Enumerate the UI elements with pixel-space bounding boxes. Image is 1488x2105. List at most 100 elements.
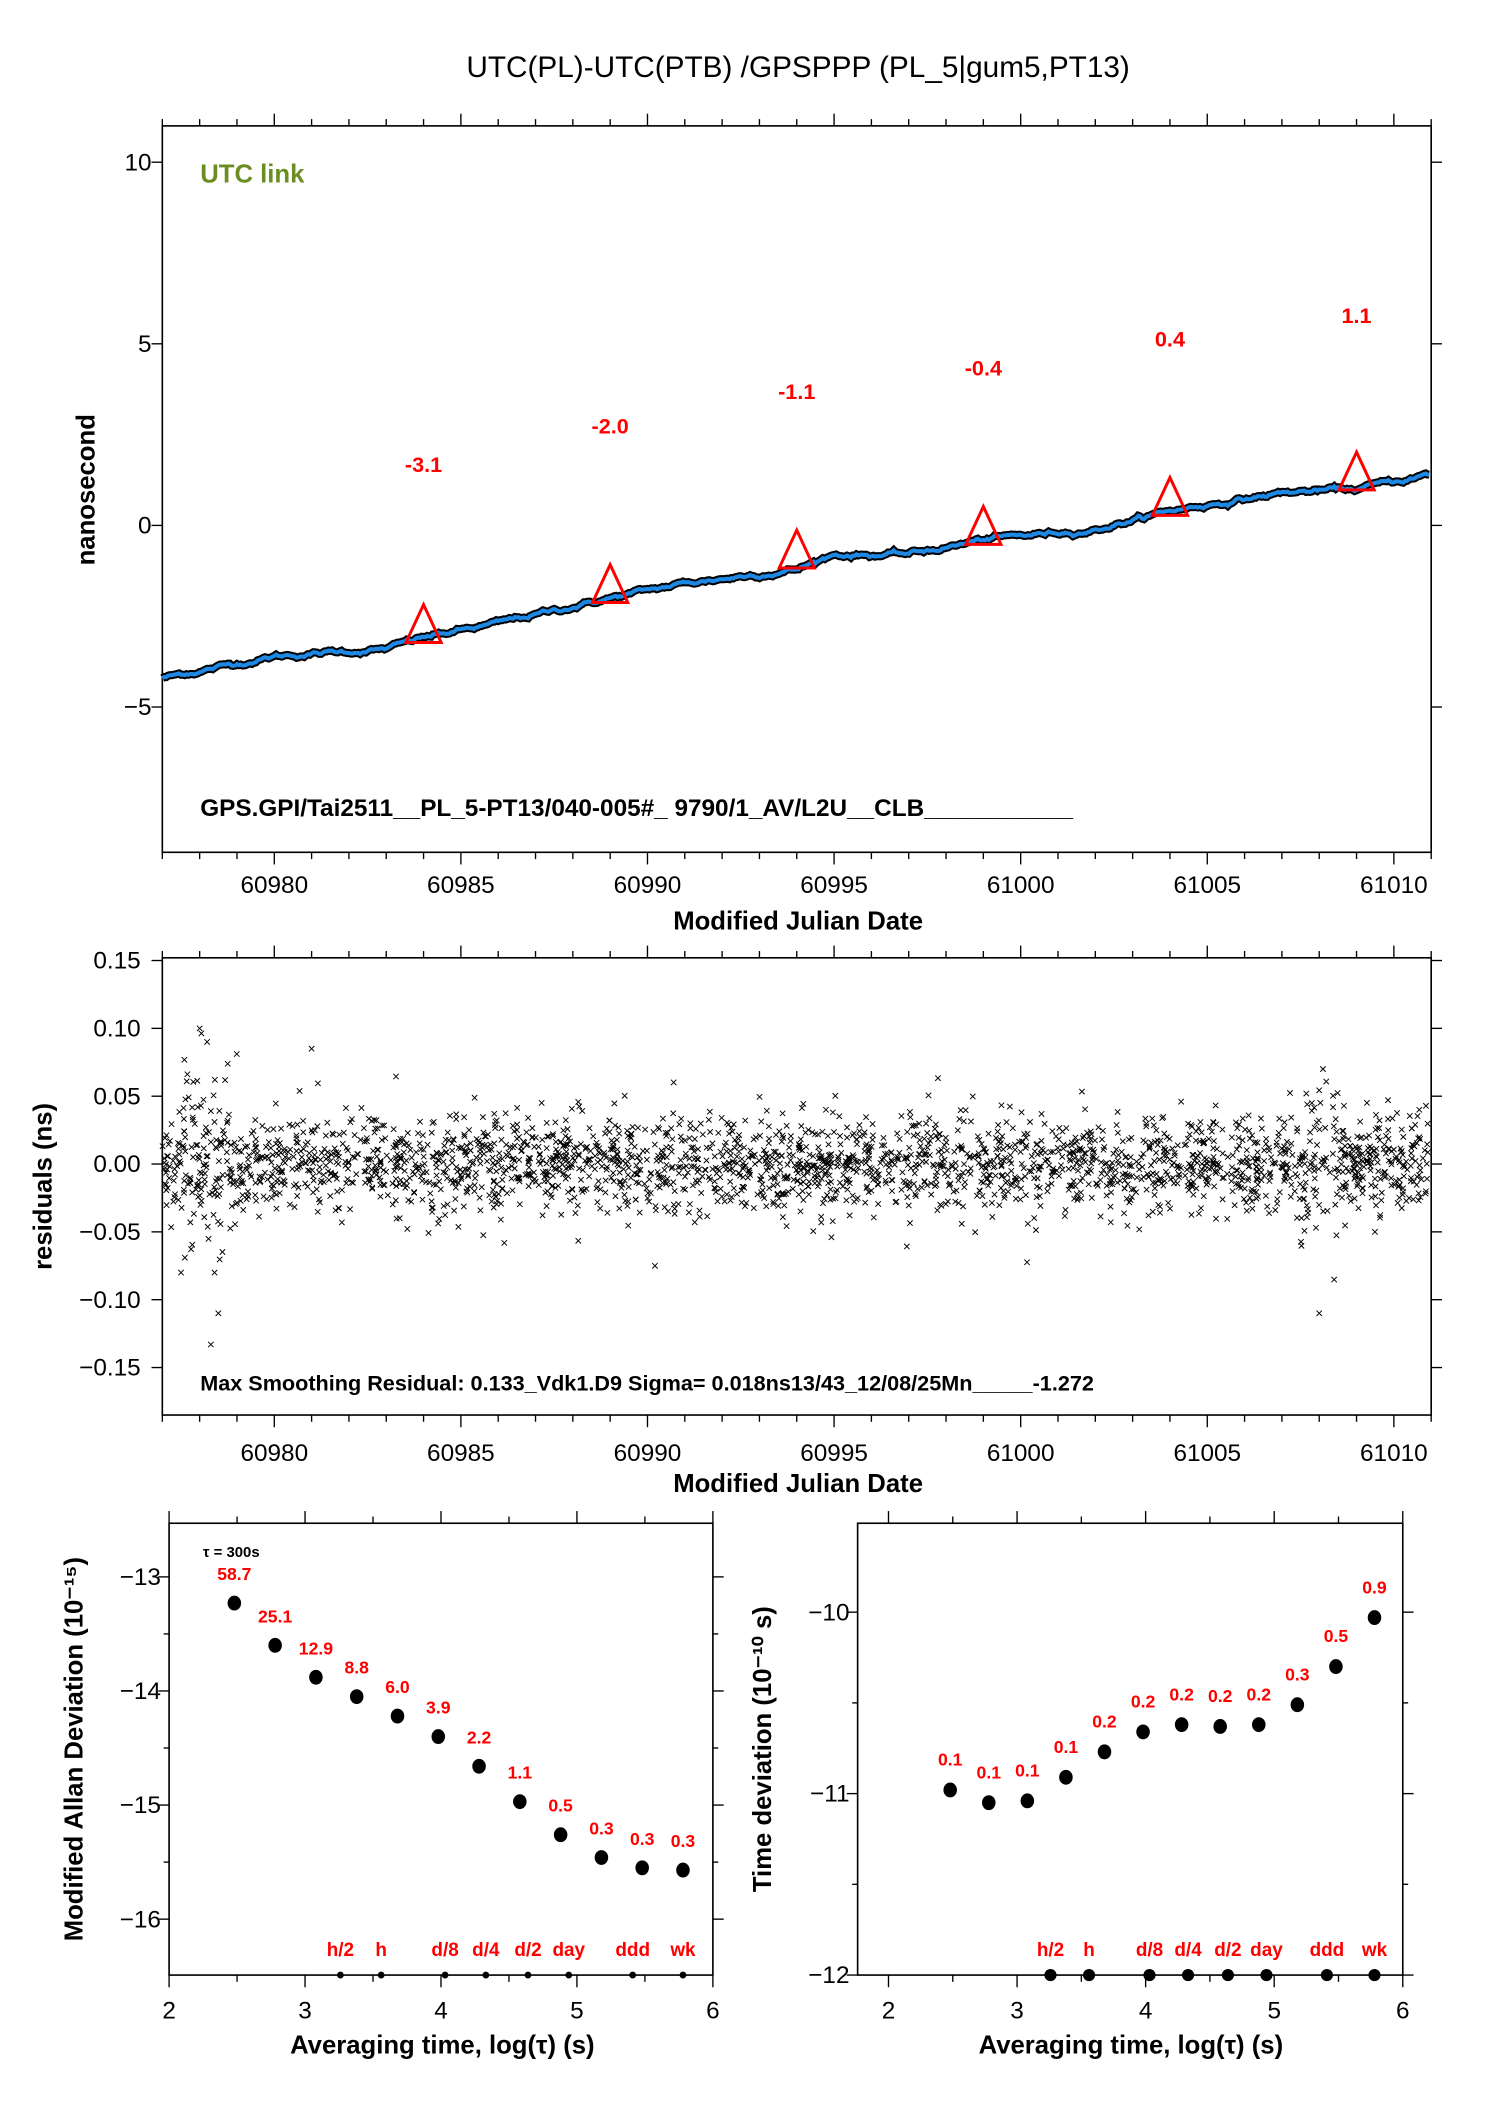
residual-point [455, 1144, 462, 1151]
residual-point [420, 1153, 427, 1160]
residual-point [200, 1145, 207, 1152]
residual-point [662, 1179, 669, 1186]
residual-point [365, 1176, 372, 1183]
residual-point [624, 1158, 631, 1165]
residual-point [1413, 1140, 1420, 1147]
residual-point [758, 1172, 765, 1180]
residual-point [164, 1153, 171, 1160]
residual-point [367, 1176, 374, 1183]
residual-point [1286, 1146, 1293, 1153]
residual-point [836, 1179, 844, 1186]
residual-point [1198, 1129, 1205, 1136]
residual-point [508, 1175, 515, 1182]
residual-point [207, 1341, 214, 1348]
residual-point [463, 1188, 470, 1195]
x-tick-label: 2 [882, 1997, 896, 2024]
residual-point [558, 1211, 565, 1218]
residual-point [1288, 1114, 1295, 1121]
residual-point [250, 1149, 257, 1156]
residual-point [611, 1100, 618, 1107]
residual-point [276, 1140, 283, 1147]
residual-point [1023, 1134, 1030, 1141]
residual-point [914, 1185, 921, 1193]
residual-point [536, 1151, 543, 1159]
residual-point [670, 1079, 677, 1086]
residual-point [421, 1160, 428, 1167]
residual-point [1037, 1163, 1045, 1170]
residual-point [1422, 1190, 1429, 1197]
residual-point [969, 1093, 976, 1100]
residual-point [1075, 1156, 1082, 1163]
residual-point [978, 1178, 985, 1185]
x-tick-label: 60985 [427, 872, 495, 899]
residual-point [159, 1143, 166, 1150]
residual-point [912, 1193, 919, 1200]
residual-point [709, 1140, 716, 1147]
residual-point [1202, 1175, 1209, 1182]
residual-point [1079, 1135, 1086, 1142]
residual-point [363, 1168, 370, 1175]
residual-point [818, 1213, 825, 1220]
residual-point [1248, 1198, 1256, 1205]
residual-point [490, 1177, 498, 1184]
residual-point [827, 1163, 834, 1170]
residual-point [616, 1179, 623, 1186]
residual-point [855, 1164, 862, 1171]
residual-point [1095, 1124, 1102, 1131]
residual-point [200, 1096, 207, 1103]
residual-point [1323, 1078, 1330, 1085]
residual-point [335, 1149, 342, 1156]
period-label: day [552, 1940, 585, 1961]
residual-point [1151, 1158, 1158, 1165]
residual-point [162, 1161, 170, 1168]
residual-point [727, 1178, 734, 1185]
residual-point [1339, 1168, 1346, 1175]
residual-point [768, 1174, 775, 1181]
residual-point [1257, 1115, 1264, 1122]
residual-point [1153, 1170, 1160, 1177]
data-point [1020, 1793, 1035, 1809]
residual-point [403, 1140, 410, 1147]
residual-point [1376, 1214, 1384, 1221]
residual-point [861, 1168, 868, 1175]
residual-point [1041, 1120, 1048, 1127]
residual-point [1074, 1167, 1082, 1174]
residual-point [795, 1164, 802, 1171]
residual-point [1400, 1133, 1407, 1140]
residual-point [370, 1147, 377, 1154]
residual-point [1219, 1126, 1226, 1133]
residual-point [1140, 1150, 1147, 1157]
residual-point [1392, 1155, 1399, 1163]
residual-point [1385, 1097, 1392, 1104]
residual-point [850, 1153, 857, 1161]
residual-point [880, 1134, 887, 1141]
residual-point [1068, 1182, 1075, 1189]
residual-point [853, 1158, 860, 1165]
residual-point [921, 1135, 928, 1142]
residual-point [624, 1127, 631, 1134]
residual-point [300, 1117, 307, 1124]
x-axis-label: Modified Julian Date [673, 907, 923, 935]
residual-point [504, 1153, 511, 1160]
residual-point [691, 1163, 698, 1170]
residual-point [1291, 1163, 1298, 1170]
residual-point [392, 1175, 399, 1182]
residual-point [507, 1144, 514, 1151]
data-point-label: 1.1 [508, 1763, 533, 1783]
residual-point [664, 1175, 671, 1182]
residual-point [691, 1135, 698, 1143]
residual-point [576, 1165, 583, 1172]
residual-point [918, 1184, 925, 1191]
residual-point [804, 1183, 811, 1190]
residual-point [973, 1192, 981, 1199]
residual-point [289, 1122, 296, 1130]
residual-point [934, 1075, 941, 1082]
residual-point [1189, 1171, 1196, 1178]
residual-point [1167, 1176, 1174, 1183]
residual-point [1377, 1175, 1384, 1182]
residual-point [1424, 1141, 1431, 1148]
residual-point [1317, 1099, 1324, 1106]
residual-point [1377, 1212, 1384, 1219]
residual-point [1128, 1193, 1135, 1201]
residual-point [610, 1169, 617, 1176]
